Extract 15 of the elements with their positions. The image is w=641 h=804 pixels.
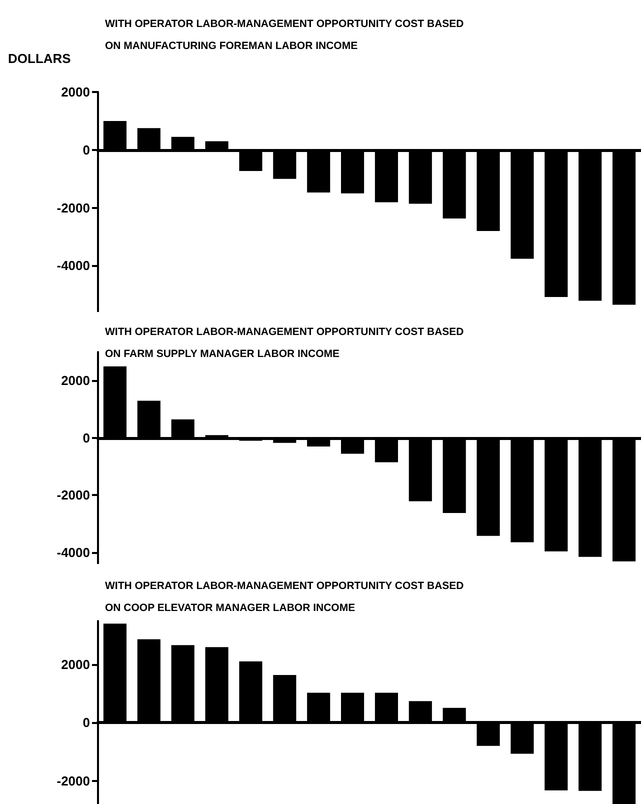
y-axis-title: DOLLARS: [8, 51, 72, 66]
y-tick-label: 0: [82, 715, 90, 730]
y-tick-label: 2000: [61, 657, 90, 672]
y-tick-label: -2000: [56, 773, 90, 788]
y-tick-label: 2000: [61, 373, 90, 388]
y-tick-label: -4000: [56, 258, 90, 274]
y-tick-label: 2000: [61, 84, 90, 100]
chart-title: WITH OPERATOR LABOR-MANAGEMENT OPPORTUNITY COST BASED ON MANUFACTURING FOREMAN LABOR INCOME: [105, 18, 464, 52]
chart-title: WITH OPERATOR LABOR-MANAGEMENT OPPORTUNITY COST BASED ON FARM SUPPLY MANAGER LABOR INCOME: [105, 326, 464, 360]
y-tick-label: 0: [82, 430, 90, 446]
y-tick-label: 0: [82, 142, 90, 158]
y-tick-label: -4000: [56, 545, 90, 560]
y-tick-label: -2000: [56, 488, 90, 503]
y-tick-label: -2000: [56, 200, 90, 216]
chart-title: WITH OPERATOR LABOR-MANAGEMENT OPPORTUNITY COST BASED ON COOP ELEVATOR MANAGER LABOR INCOME: [105, 580, 464, 614]
